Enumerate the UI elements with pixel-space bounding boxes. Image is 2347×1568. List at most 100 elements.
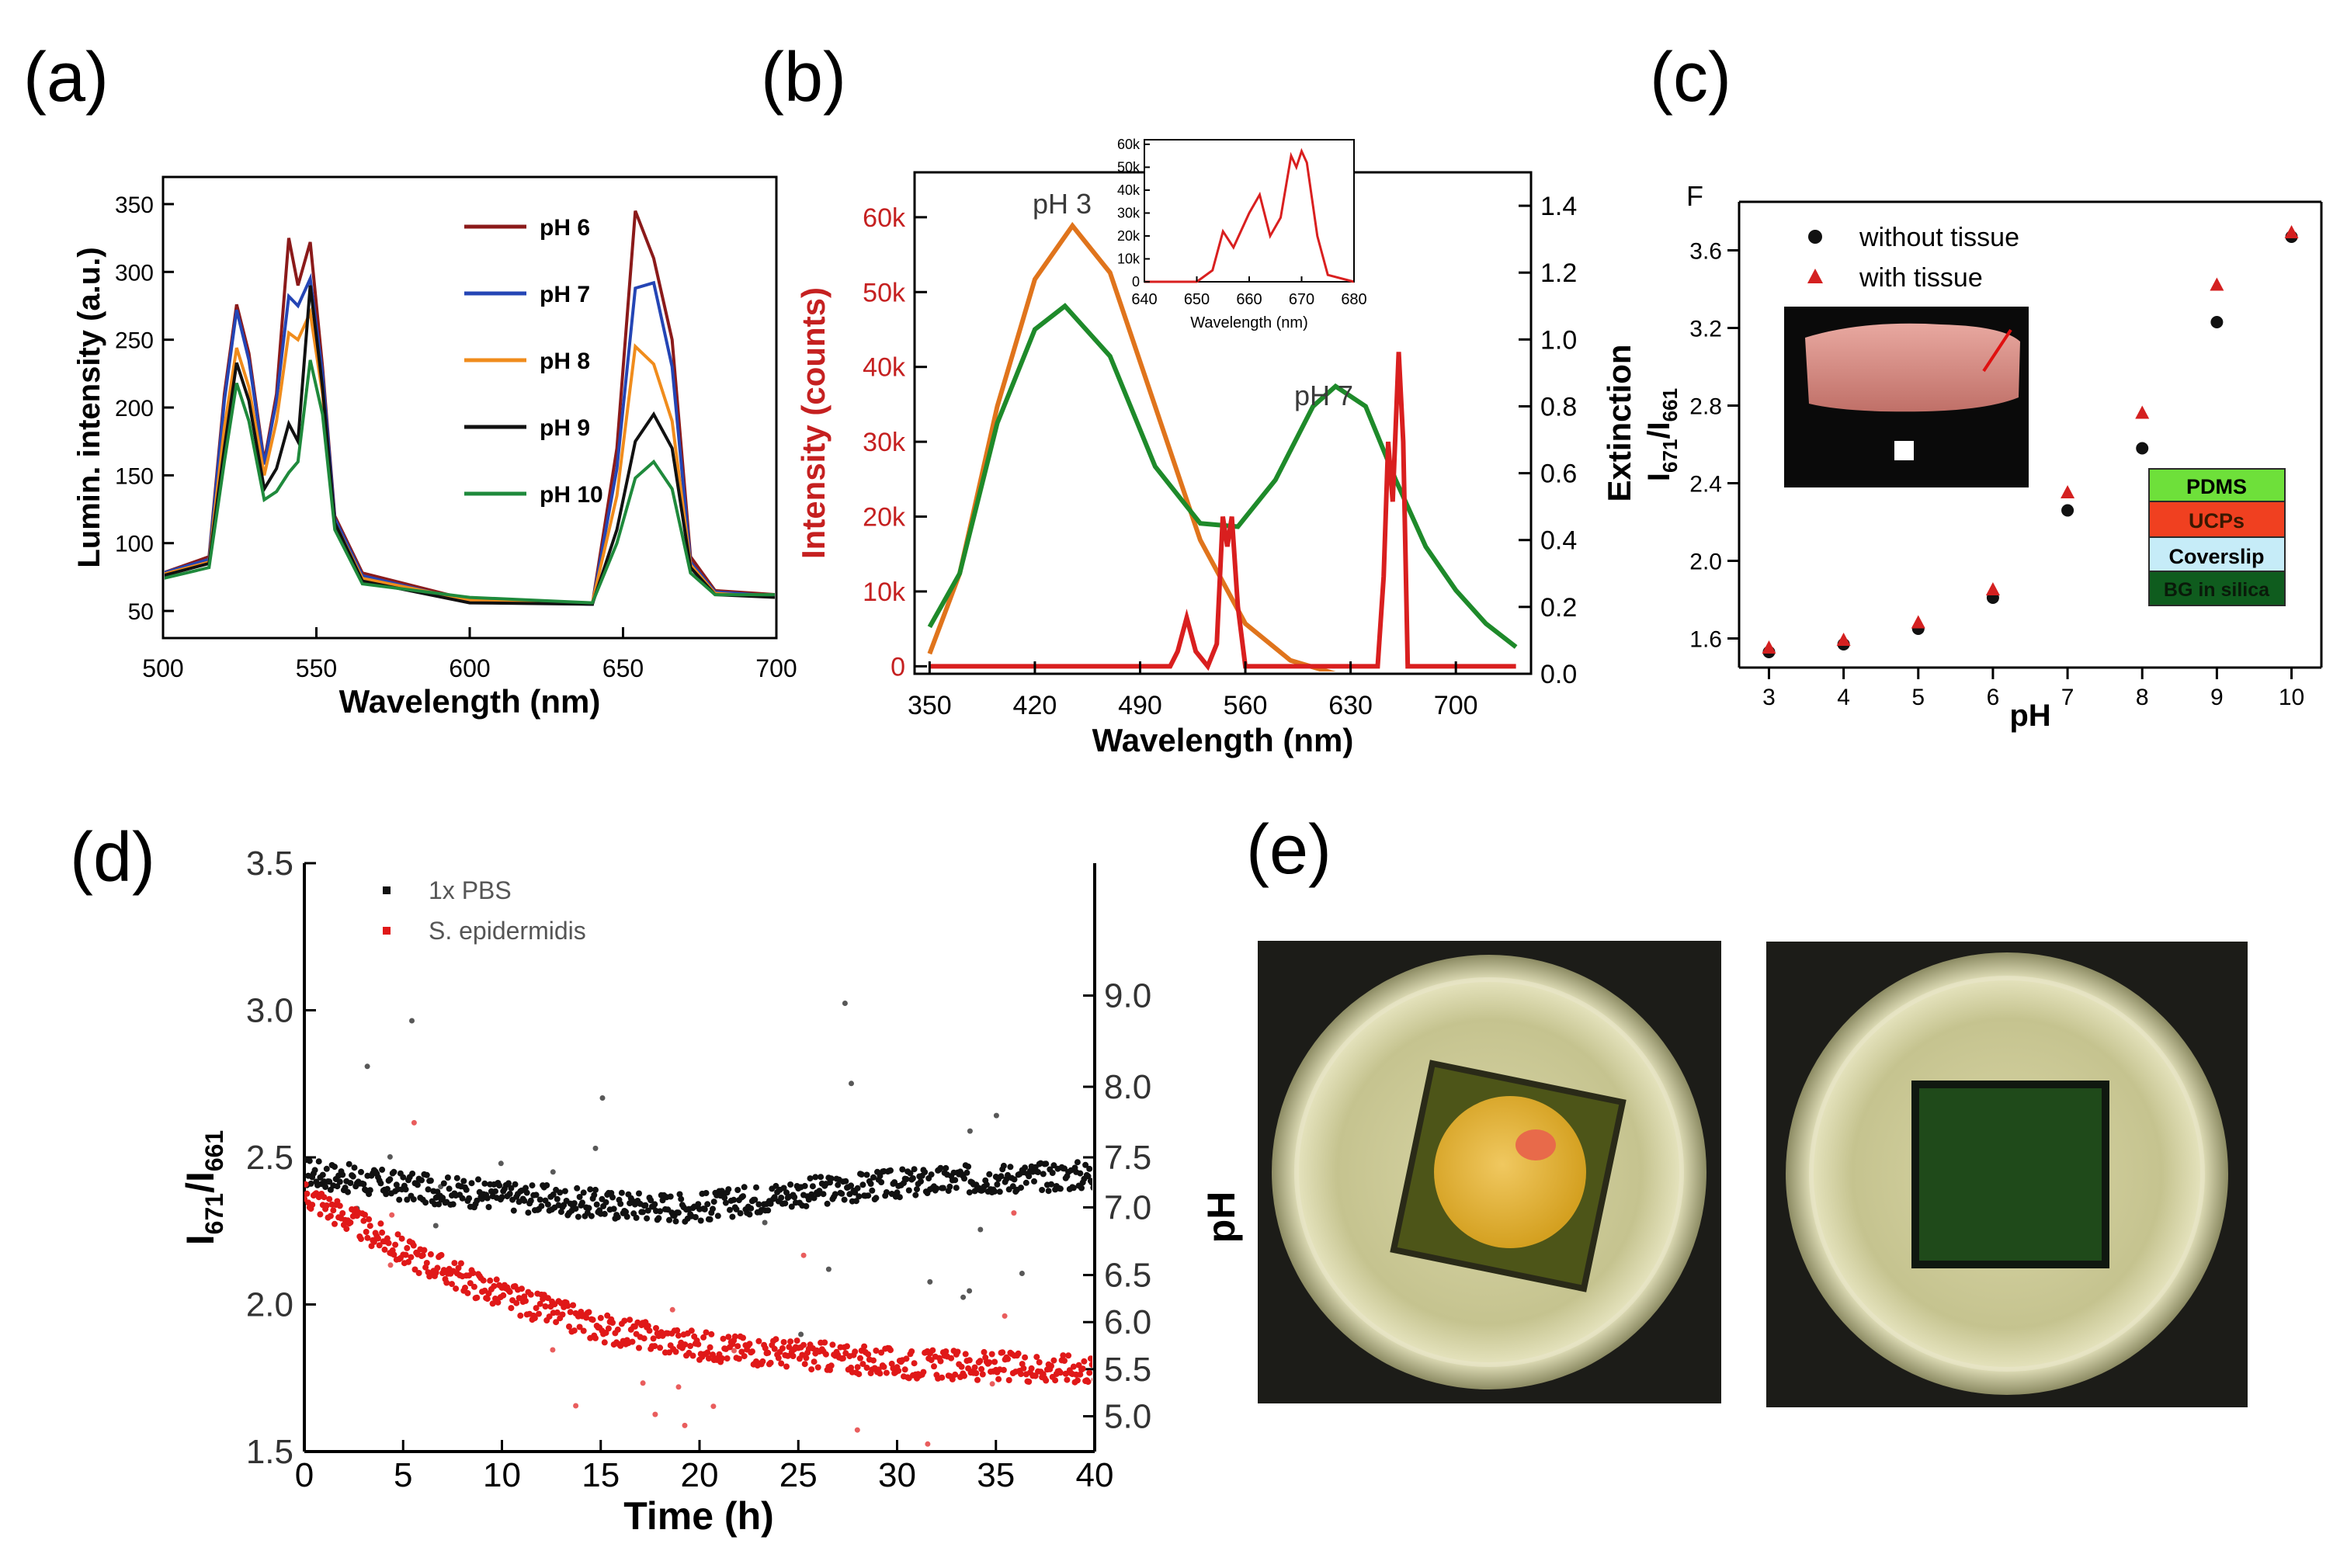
panel-d-point-1-483: [937, 1358, 944, 1365]
panel-d-legend-marker-1: [383, 927, 391, 935]
panel-d-point-1-412: [844, 1343, 850, 1350]
panel-d-point-0-68: [391, 1168, 398, 1175]
panel-d-outlier-0-6: [409, 1018, 415, 1024]
panel-d-point-1-282: [672, 1348, 679, 1355]
panel-d-point-1-56: [375, 1235, 381, 1242]
panel-d-point-0-257: [640, 1209, 646, 1216]
panel-d-point-1-330: [735, 1355, 742, 1362]
panel-d-ytick-label-4: 3.5: [246, 845, 293, 883]
panel-d-point-0-405: [835, 1181, 842, 1188]
panel-d-point-0-476: [928, 1171, 935, 1178]
panel-d-point-0-206: [572, 1205, 579, 1212]
panel-d-point-0-27: [336, 1178, 343, 1185]
layer-coverslip-label: Coverslip: [2168, 545, 2264, 568]
panel-d-point-0-323: [727, 1206, 733, 1213]
panel-d-point-1-59: [379, 1229, 386, 1236]
panel-a-ytick-label-3: 200: [115, 396, 154, 421]
panel-d-point-0-387: [811, 1195, 818, 1202]
panel-d-point-0-596: [1086, 1165, 1092, 1172]
panel-c-ytick-label-3: 2.8: [1689, 394, 1722, 420]
panel-d-point-0-388: [812, 1174, 819, 1181]
panel-d-point-0-92: [422, 1199, 429, 1206]
panel-d-point-0-490: [946, 1183, 953, 1190]
panel-d-point-1-555: [1032, 1372, 1039, 1379]
panel-d-point-1-139: [484, 1296, 491, 1303]
panel-d-point-1-157: [508, 1305, 515, 1312]
panel-d-point-1-501: [961, 1372, 967, 1379]
panel-d-point-0-254: [636, 1190, 642, 1197]
panel-d-point-0-547: [1022, 1164, 1029, 1171]
panel-d-point-0-150: [498, 1194, 505, 1201]
panel-d-point-1-527: [995, 1375, 1002, 1382]
panel-d-point-1-77: [402, 1251, 409, 1258]
panel-d-point-0-567: [1048, 1181, 1054, 1188]
panel-d-xtick-label-6: 30: [878, 1456, 916, 1494]
panel-d-point-0-365: [782, 1200, 789, 1207]
panel-d-point-1-238: [614, 1326, 621, 1333]
panel-d-point-0-205: [571, 1200, 578, 1207]
panel-d-point-0-428: [865, 1192, 872, 1199]
panel-d-y2tick-label-7: 9.0: [1104, 977, 1151, 1015]
panel-c-ytick-label-0: 1.6: [1689, 627, 1722, 653]
panel-d-point-1-117: [455, 1264, 462, 1271]
panel-d-point-0-269: [655, 1215, 662, 1222]
panel-d-point-1-380: [801, 1361, 808, 1368]
panel-d-point-1-22: [330, 1207, 337, 1214]
panel-d-point-0-442: [883, 1189, 890, 1195]
panel-d-ytick-label-3: 3.0: [246, 992, 293, 1030]
panel-d-point-0-25: [334, 1183, 341, 1190]
panel-c-ytick-label-4: 3.2: [1689, 317, 1722, 342]
panel-d-point-0-319: [721, 1195, 728, 1201]
panel-d-point-0-311: [710, 1199, 717, 1205]
panel-a-lines: [165, 210, 775, 606]
panel-c-points: [1762, 225, 2299, 658]
panel-d-point-1-289: [682, 1341, 689, 1348]
panel-d-point-0-384: [807, 1175, 814, 1182]
panel-d-point-1-15: [321, 1194, 328, 1201]
panel-d-point-0-357: [771, 1194, 778, 1201]
panel-b-inset-ytick-label-0: 0: [1132, 274, 1140, 290]
panel-b-y2ticks: 0.0 0.2 0.4 0.6 0.8 1.0 1.2 1.4: [1519, 192, 1577, 689]
panel-d-point-0-320: [722, 1199, 729, 1206]
panel-a-xtick-label-1: 550: [296, 654, 337, 682]
panel-d-point-1-329: [734, 1343, 741, 1350]
panel-d-point-1-354: [767, 1359, 774, 1366]
panel-d-point-1-420: [854, 1364, 861, 1371]
panel-d-point-0-560: [1039, 1187, 1046, 1193]
panel-d-point-0-168: [523, 1185, 529, 1192]
panel-b-ytick-label-3: 30k: [863, 428, 906, 457]
panel-d-point-1-425: [861, 1343, 868, 1350]
panel-d-point-1-499: [958, 1363, 965, 1370]
panel-d-point-0-139: [484, 1195, 491, 1202]
panel-d-point-1-32: [343, 1226, 350, 1233]
panel-d-outlier-1-15: [652, 1411, 658, 1417]
panel-d-point-1-390: [814, 1364, 821, 1371]
panel-d-point-1-357: [771, 1345, 778, 1352]
panel-d-point-0-83: [410, 1196, 417, 1203]
panel-d-point-0-209: [576, 1194, 583, 1200]
panel-d-y2tick-label-6: 8.0: [1104, 1068, 1151, 1106]
panel-d-point-1-270: [657, 1344, 664, 1351]
panel-c-tissue-arrow: [1982, 328, 2012, 373]
panel-d-point-0-299: [695, 1201, 702, 1208]
panel-b-y2tick-label-0: 0.0: [1540, 660, 1577, 689]
panel-d-point-1-294: [688, 1327, 695, 1334]
panel-d-point-0-102: [436, 1201, 443, 1208]
panel-d-point-0-329: [734, 1187, 741, 1193]
panel-d-point-0-483: [937, 1164, 944, 1171]
sensor-film-right: [1911, 1081, 2109, 1268]
panel-d-outlier-0-1: [498, 1160, 504, 1167]
panel-d-point-0-50: [366, 1187, 373, 1194]
panel-d-point-0-400: [828, 1175, 835, 1182]
panel-d-outlier-0-12: [438, 1184, 444, 1190]
panel-d-point-0-306: [704, 1201, 711, 1208]
panel-d-point-1-437: [877, 1370, 884, 1377]
panel-d-outlier-0-18: [993, 1112, 999, 1119]
panel-d-point-1-432: [870, 1357, 877, 1364]
panel-d-point-1-122: [462, 1285, 468, 1291]
layer-ucps-label: UCPs: [2189, 509, 2245, 532]
panel-d-point-1-64: [385, 1240, 392, 1247]
panel-d-point-1-266: [651, 1343, 658, 1350]
panel-d-point-1-196: [559, 1311, 566, 1318]
